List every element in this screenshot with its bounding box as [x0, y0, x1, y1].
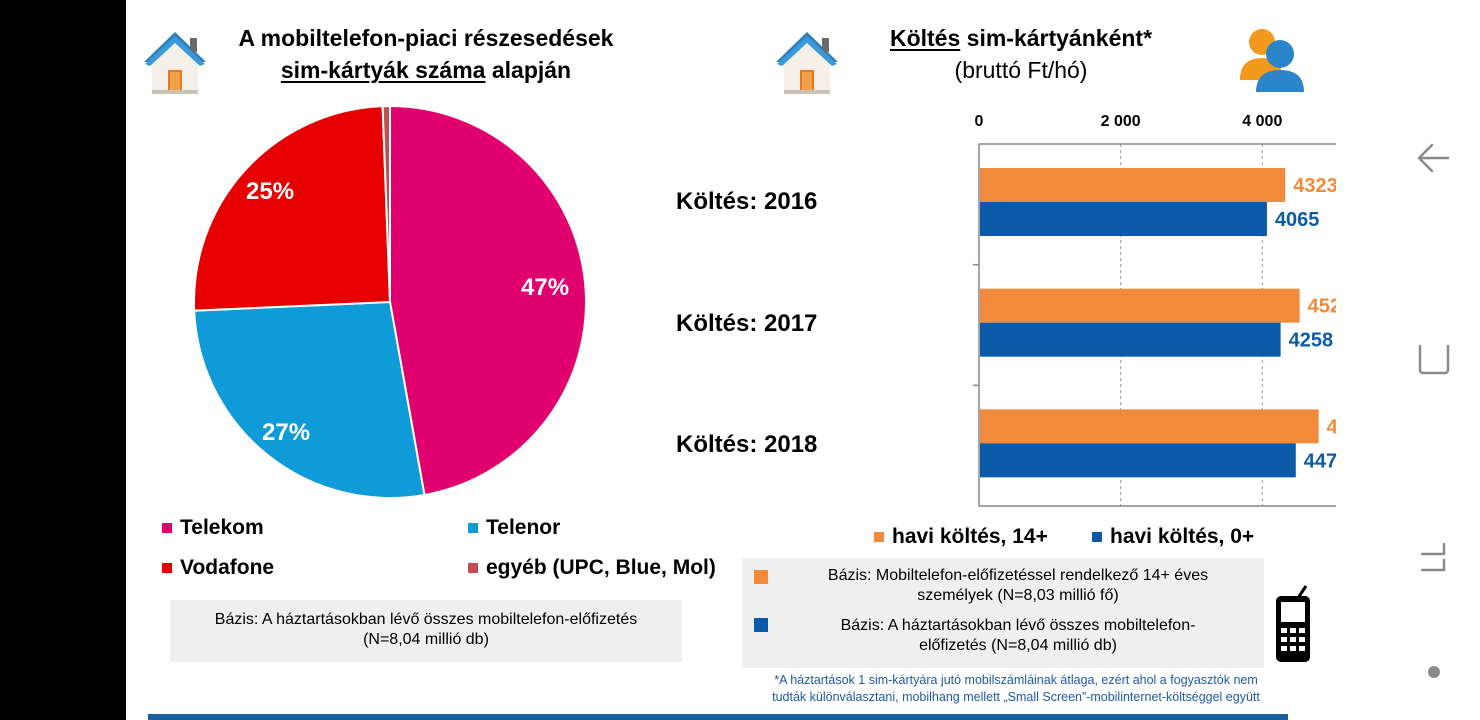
- legend-swatch-vodafone: [162, 563, 172, 573]
- base-note-14plus: Bázis: Mobiltelefon-előfizetéssel rendel…: [778, 566, 1258, 606]
- legend-label-vodafone: Vodafone: [180, 556, 275, 579]
- right-subtitle: (bruttó Ft/hó): [954, 57, 1088, 83]
- left-title-underlined: sim-kártyák száma: [280, 57, 486, 83]
- x-tick-label: 4 000: [1242, 113, 1282, 130]
- users-icon: [1240, 29, 1304, 92]
- category-label-2018: Költés: 2018: [676, 431, 818, 458]
- bar-legend-label-0plus: havi költés, 0+: [1110, 525, 1255, 548]
- legend-item-egyeb: egyéb (UPC, Blue, Mol): [468, 556, 716, 580]
- left-title: A mobiltelefon-piaci részesedések sim-ká…: [206, 22, 646, 86]
- footnote-line1: *A háztartások 1 sim-kártyára jutó mobil…: [774, 673, 1258, 687]
- house-icon: [144, 32, 206, 94]
- bar-0plus-2017: [980, 322, 1281, 357]
- legend-item-telenor: Telenor: [468, 516, 560, 540]
- x-tick-label: 0: [975, 113, 984, 130]
- legend-swatch-telenor: [468, 523, 478, 533]
- recents-icon[interactable]: [1416, 340, 1452, 376]
- home-icon[interactable]: [1416, 540, 1452, 576]
- plot-frame: [978, 143, 1336, 507]
- house-icon-right: [776, 32, 838, 94]
- bar-legend-swatch-0plus: [1092, 532, 1102, 542]
- bottom-rule: [148, 714, 1288, 720]
- right-base-note: Bázis: Mobiltelefon-előfizetéssel rendel…: [742, 558, 1264, 668]
- legend-item-telekom: Telekom: [162, 516, 264, 540]
- legend-label-egyeb: egyéb (UPC, Blue, Mol): [486, 556, 716, 579]
- base-note-swatch-14plus: [754, 570, 768, 584]
- legend-label-telekom: Telekom: [180, 516, 264, 539]
- left-title-line2: sim-kártyák száma alapján: [206, 54, 646, 86]
- base-note-0plus-line1: Bázis: A háztartásokban lévő összes mobi…: [840, 617, 1196, 634]
- pie-slice-vodafone: [193, 105, 392, 312]
- bar-14plus-2018: [980, 409, 1319, 444]
- bar-legend-swatch-14plus: [874, 532, 884, 542]
- bar-value-label: 4795: [1327, 416, 1336, 438]
- pie-label-telenor: 27%: [262, 419, 311, 446]
- footnote-line2: tudták különválasztani, mobilhang mellet…: [772, 690, 1260, 704]
- base-note-0plus: Bázis: A háztartásokban lévő összes mobi…: [778, 616, 1258, 656]
- bar-value-label: 4527: [1308, 296, 1336, 318]
- bar-value-label: 4323: [1293, 175, 1336, 197]
- category-label-2016: Költés: 2016: [676, 188, 818, 215]
- pie-slice-egyéb: [381, 104, 391, 303]
- bar-legend-item-14plus: havi költés, 14+: [874, 525, 1048, 549]
- pie-label-vodafone: 25%: [246, 178, 295, 205]
- pie-label-telekom: 47%: [521, 274, 570, 301]
- legend-swatch-telekom: [162, 523, 172, 533]
- back-icon[interactable]: [1416, 140, 1452, 176]
- legend-item-vodafone: Vodafone: [162, 556, 274, 580]
- mobile-phone-icon: [1276, 585, 1310, 662]
- left-base-note-line1: Bázis: A háztartásokban lévő összes mobi…: [214, 611, 638, 628]
- pie-slice-telenor: [193, 300, 426, 499]
- bar-value-label: 4258: [1289, 330, 1334, 352]
- base-note-14plus-line1: Bázis: Mobiltelefon-előfizetéssel rendel…: [827, 567, 1209, 584]
- bar-14plus-2016: [980, 168, 1286, 202]
- pie-slice-telekom: [389, 104, 587, 497]
- base-note-14plus-line2: személyek (N=8,03 millió fő): [917, 587, 1119, 604]
- right-title: Költés sim-kártyánként* (bruttó Ft/hó): [846, 22, 1196, 86]
- base-note-0plus-line2: előfizetés (N=8,04 millió db): [919, 637, 1117, 654]
- left-base-note: Bázis: A háztartásokban lévő összes mobi…: [170, 600, 682, 662]
- bar-value-label: 4065: [1275, 209, 1320, 231]
- bar-legend-label-14plus: havi költés, 14+: [892, 525, 1048, 548]
- bar-value-label: 4472: [1304, 450, 1336, 472]
- legend-swatch-egyeb: [468, 563, 478, 573]
- right-title-rest: sim-kártyánként*: [960, 25, 1153, 51]
- right-title-underlined: Költés: [889, 25, 961, 51]
- left-title-rest: alapján: [485, 57, 572, 83]
- bar-legend-item-0plus: havi költés, 0+: [1092, 525, 1254, 549]
- presentation-slide: A mobiltelefon-piaci részesedések sim-ká…: [126, 0, 1366, 720]
- right-title-line1: Költés sim-kártyánként*: [846, 22, 1196, 54]
- left-base-note-line2: (N=8,04 millió db): [363, 631, 489, 648]
- dot-icon[interactable]: [1426, 664, 1442, 680]
- footnote: *A háztartások 1 sim-kártyára jutó mobil…: [716, 672, 1316, 706]
- base-note-swatch-0plus: [754, 618, 768, 632]
- bar-0plus-2018: [980, 443, 1296, 478]
- legend-label-telenor: Telenor: [486, 516, 561, 539]
- x-tick-label: 2 000: [1101, 113, 1141, 130]
- bar-0plus-2016: [980, 202, 1267, 236]
- bar-14plus-2017: [980, 288, 1300, 323]
- pie-chart: [193, 104, 587, 499]
- category-label-2017: Költés: 2017: [676, 310, 818, 337]
- system-nav-bar: [1366, 0, 1480, 720]
- left-title-line1: A mobiltelefon-piaci részesedések: [238, 25, 614, 51]
